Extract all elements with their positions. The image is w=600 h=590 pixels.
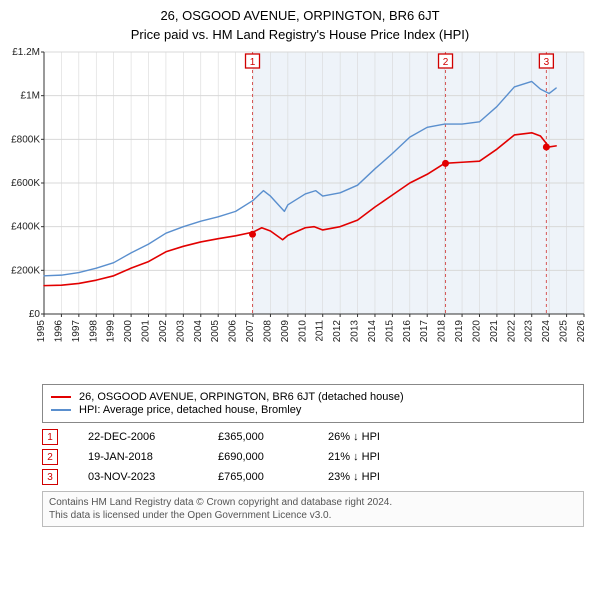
marker-number: 2 bbox=[42, 449, 58, 465]
svg-text:£800K: £800K bbox=[11, 134, 40, 145]
legend-label: 26, OSGOOD AVENUE, ORPINGTON, BR6 6JT (d… bbox=[79, 391, 404, 403]
svg-text:2018: 2018 bbox=[437, 320, 448, 343]
svg-text:2005: 2005 bbox=[210, 320, 221, 343]
svg-text:£200K: £200K bbox=[11, 265, 40, 276]
marker-number: 1 bbox=[42, 429, 58, 445]
svg-text:2026: 2026 bbox=[576, 320, 587, 343]
svg-text:2022: 2022 bbox=[506, 320, 517, 343]
svg-text:2025: 2025 bbox=[559, 320, 570, 343]
sale-price: £690,000 bbox=[218, 451, 328, 463]
svg-text:2006: 2006 bbox=[228, 320, 239, 343]
legend-row: HPI: Average price, detached house, Brom… bbox=[51, 404, 575, 416]
sale-date: 22-DEC-2006 bbox=[88, 431, 218, 443]
svg-text:1995: 1995 bbox=[36, 320, 47, 343]
marker-number: 3 bbox=[42, 469, 58, 485]
table-row: 2 19-JAN-2018 £690,000 21% ↓ HPI bbox=[42, 449, 584, 465]
svg-text:2017: 2017 bbox=[419, 320, 430, 343]
svg-text:2013: 2013 bbox=[350, 320, 361, 343]
svg-text:2015: 2015 bbox=[384, 320, 395, 343]
title-address: 26, OSGOOD AVENUE, ORPINGTON, BR6 6JT bbox=[4, 8, 596, 23]
svg-text:2024: 2024 bbox=[541, 320, 552, 343]
legend-swatch bbox=[51, 396, 71, 398]
svg-text:2020: 2020 bbox=[471, 320, 482, 343]
svg-text:2004: 2004 bbox=[193, 320, 204, 343]
sale-pct: 23% ↓ HPI bbox=[328, 471, 438, 483]
svg-text:£1M: £1M bbox=[21, 91, 40, 102]
svg-text:2007: 2007 bbox=[245, 320, 256, 343]
svg-text:2019: 2019 bbox=[454, 320, 465, 343]
attribution-footer: Contains HM Land Registry data © Crown c… bbox=[42, 491, 584, 527]
chart-area: £0 £200K £400K £600K £800K £1M £1.2M 1995 1996 19… bbox=[0, 46, 600, 376]
svg-text:2016: 2016 bbox=[402, 320, 413, 343]
svg-text:1998: 1998 bbox=[88, 320, 99, 343]
title-subtitle: Price paid vs. HM Land Registry's House … bbox=[4, 27, 596, 42]
sale-price: £765,000 bbox=[218, 471, 328, 483]
svg-text:2000: 2000 bbox=[123, 320, 134, 343]
svg-text:2: 2 bbox=[443, 57, 449, 68]
legend-swatch bbox=[51, 409, 71, 411]
table-row: 1 22-DEC-2006 £365,000 26% ↓ HPI bbox=[42, 429, 584, 445]
svg-text:2002: 2002 bbox=[158, 320, 169, 343]
svg-text:1997: 1997 bbox=[71, 320, 82, 343]
svg-text:1996: 1996 bbox=[53, 320, 64, 343]
svg-text:2021: 2021 bbox=[489, 320, 500, 343]
sale-date: 03-NOV-2023 bbox=[88, 471, 218, 483]
line-chart: £0 £200K £400K £600K £800K £1M £1.2M 1995 1996 19… bbox=[0, 46, 600, 376]
svg-text:1: 1 bbox=[250, 57, 256, 68]
svg-text:2023: 2023 bbox=[524, 320, 535, 343]
legend-row: 26, OSGOOD AVENUE, ORPINGTON, BR6 6JT (d… bbox=[51, 391, 575, 403]
sale-pct: 21% ↓ HPI bbox=[328, 451, 438, 463]
legend-label: HPI: Average price, detached house, Brom… bbox=[79, 404, 301, 416]
svg-text:2009: 2009 bbox=[280, 320, 291, 343]
svg-text:£0: £0 bbox=[29, 309, 41, 320]
sales-table: 1 22-DEC-2006 £365,000 26% ↓ HPI 2 19-JA… bbox=[42, 429, 584, 485]
sale-date: 19-JAN-2018 bbox=[88, 451, 218, 463]
svg-text:2008: 2008 bbox=[262, 320, 273, 343]
svg-text:2001: 2001 bbox=[141, 320, 152, 343]
svg-text:£600K: £600K bbox=[11, 178, 40, 189]
svg-text:2010: 2010 bbox=[297, 320, 308, 343]
footer-line: Contains HM Land Registry data © Crown c… bbox=[49, 496, 577, 509]
legend: 26, OSGOOD AVENUE, ORPINGTON, BR6 6JT (d… bbox=[42, 384, 584, 423]
sale-price: £365,000 bbox=[218, 431, 328, 443]
sale-pct: 26% ↓ HPI bbox=[328, 431, 438, 443]
svg-text:£1.2M: £1.2M bbox=[12, 47, 40, 58]
svg-text:£400K: £400K bbox=[11, 222, 40, 233]
svg-text:2003: 2003 bbox=[175, 320, 186, 343]
page: 26, OSGOOD AVENUE, ORPINGTON, BR6 6JT Pr… bbox=[0, 0, 600, 527]
chart-titles: 26, OSGOOD AVENUE, ORPINGTON, BR6 6JT Pr… bbox=[0, 0, 600, 46]
table-row: 3 03-NOV-2023 £765,000 23% ↓ HPI bbox=[42, 469, 584, 485]
footer-line: This data is licensed under the Open Gov… bbox=[49, 509, 577, 522]
svg-text:1999: 1999 bbox=[106, 320, 117, 343]
svg-text:2012: 2012 bbox=[332, 320, 343, 343]
svg-text:2011: 2011 bbox=[315, 320, 326, 342]
svg-text:3: 3 bbox=[544, 57, 550, 68]
svg-text:2014: 2014 bbox=[367, 320, 378, 343]
